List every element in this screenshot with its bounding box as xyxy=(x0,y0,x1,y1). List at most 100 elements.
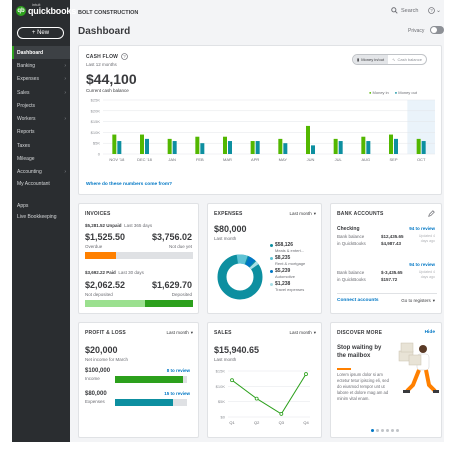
chevron-down-icon: ▾ xyxy=(313,330,316,335)
not-deposited-label: Not deposited xyxy=(85,292,113,297)
checking-bank-label: Bank balance xyxy=(337,234,365,239)
money-in-bar xyxy=(140,134,144,154)
sidebar-item-live-bookkeeping[interactable]: Live Bookkeeping xyxy=(12,212,70,232)
donut-slice-rent xyxy=(217,254,263,300)
new-button[interactable]: + New xyxy=(17,27,64,39)
paid-label: Paid xyxy=(106,270,116,275)
legend-dot xyxy=(270,243,273,247)
money-out-bar xyxy=(228,141,232,154)
expenses-review-link[interactable]: 15 to review xyxy=(164,391,190,396)
legend-dot xyxy=(270,282,273,286)
sidebar-item-reports[interactable]: Reports xyxy=(12,126,70,139)
sidebar-item-dashboard[interactable]: Dashboard xyxy=(12,46,70,60)
expenses-period-dropdown[interactable]: Last month ▾ xyxy=(289,211,316,217)
sales-amount: $15,940.65 xyxy=(214,345,260,355)
svg-text:?: ? xyxy=(430,8,433,13)
sales-period-dropdown[interactable]: Last month ▾ xyxy=(289,330,316,336)
sidebar-item-label: Dashboard xyxy=(17,49,44,56)
sidebar-item-taxes[interactable]: Taxes xyxy=(12,139,70,152)
carousel-dot[interactable] xyxy=(371,429,374,432)
checking-review-link[interactable]: 94 to review xyxy=(409,226,435,231)
deposited-label: Deposited xyxy=(171,292,192,297)
paid-progress-bar[interactable] xyxy=(85,300,193,307)
expense-amount: $1,238 xyxy=(275,281,291,287)
hide-link[interactable]: Hide xyxy=(424,330,435,335)
money-in-bar xyxy=(361,136,366,154)
chevron-right-icon: › xyxy=(64,116,66,123)
sidebar-item-label: Live Bookkeeping xyxy=(17,214,57,221)
sales-point xyxy=(304,372,308,376)
sidebar-item-my-accountant[interactable]: My Accountant xyxy=(12,179,70,199)
sidebar-item-projects[interactable]: Projects xyxy=(12,99,70,112)
money-out-bar xyxy=(145,138,149,154)
cash-flow-title: CASH FLOW xyxy=(86,53,119,60)
money-in-bar xyxy=(167,138,172,154)
discover-more-card: DISCOVER MORE Hide Stop waiting by the m… xyxy=(330,322,442,438)
search-button[interactable]: Search xyxy=(391,7,418,14)
x-tick-label: NOV '18 xyxy=(109,157,125,162)
legend-money-in-label: Money in xyxy=(372,90,389,95)
checking-bank-balance: $12,435.65 xyxy=(381,234,404,239)
cash-balance-label: Current cash balance xyxy=(86,88,129,93)
numbers-source-link[interactable]: Where do these numbers come from? xyxy=(86,182,173,187)
not-deposited-fill xyxy=(85,300,146,307)
money-in-bar xyxy=(306,125,310,154)
not-due-label: Not due yet xyxy=(168,244,192,249)
money-in-bar xyxy=(333,138,338,154)
invoices-card: INVOICES $5,281.52 Unpaid Last 365 days … xyxy=(78,203,199,314)
expense-legend-item[interactable]: $1,238 Travel expenses xyxy=(270,281,322,292)
sidebar-item-mileage[interactable]: Mileage xyxy=(12,152,70,165)
checking-account-name[interactable]: Checking xyxy=(337,226,360,232)
info-icon[interactable]: ? xyxy=(121,53,128,60)
quickbooks-logo[interactable]: qb intuit quickbooks xyxy=(16,2,76,16)
carousel-dot[interactable] xyxy=(391,429,394,432)
money-in-out-tab[interactable]: ▮ Money in/out xyxy=(353,55,389,64)
sales-point xyxy=(254,396,259,401)
sidebar-item-banking[interactable]: Banking › xyxy=(12,59,70,72)
not-deposited-amount: $2,062.52 xyxy=(85,280,126,290)
help-button[interactable]: ? ⌄ xyxy=(428,7,441,14)
money-out-bar xyxy=(421,141,426,154)
pl-period-dropdown[interactable]: Last month ▾ xyxy=(166,330,193,336)
net-income-amount: $20,000 xyxy=(85,345,118,355)
overdue-label: Overdue xyxy=(85,244,103,249)
y-tick-label: $5K xyxy=(218,399,225,404)
cash-balance-tab[interactable]: ∿ Cash balance xyxy=(388,55,426,64)
legend-money-in: ● Money in xyxy=(369,90,389,95)
sidebar-item-sales[interactable]: Sales › xyxy=(12,86,70,99)
carousel-dot[interactable] xyxy=(396,429,399,432)
bank-accounts-title: BANK ACCOUNTS xyxy=(337,211,384,217)
carousel-dot[interactable] xyxy=(376,429,379,432)
connect-accounts-link[interactable]: Connect accounts xyxy=(337,298,379,303)
sidebar-item-workers[interactable]: Workers › xyxy=(12,112,70,125)
unpaid-period: Last 365 days xyxy=(124,223,153,228)
savings-qb-balance: $157.72 xyxy=(381,277,398,282)
expense-legend-item[interactable]: $8,235 Rent & mortgage xyxy=(270,255,322,266)
cash-balance-amount: $44,100 xyxy=(86,71,137,87)
expense-legend-item[interactable]: $5,239 Automotive xyxy=(270,268,322,279)
x-tick-label: SEP xyxy=(389,157,397,162)
registers-dropdown[interactable]: Go to registers ▾ xyxy=(401,298,435,304)
checking-updated: Updated 4 days ago xyxy=(418,234,435,243)
expense-legend-item[interactable]: $58,126 Meals & entert... xyxy=(270,242,322,253)
expenses-donut-chart[interactable] xyxy=(215,252,265,302)
sidebar-item-label: Banking xyxy=(17,62,36,69)
income-bar[interactable] xyxy=(115,376,187,383)
money-out-bar xyxy=(283,143,288,154)
search-icon xyxy=(391,7,398,14)
carousel-dot[interactable] xyxy=(386,429,389,432)
privacy-toggle[interactable] xyxy=(430,26,444,34)
sidebar-item-expenses[interactable]: Expenses › xyxy=(12,73,70,86)
carousel-dot[interactable] xyxy=(381,429,384,432)
savings-bank-label: Bank balance xyxy=(337,270,365,275)
pencil-icon[interactable] xyxy=(428,210,435,217)
not-due-amount: $3,756.02 xyxy=(151,232,192,242)
sidebar-item-apps[interactable]: Apps xyxy=(12,199,70,212)
unpaid-progress-bar[interactable] xyxy=(85,252,193,259)
expenses-bar[interactable] xyxy=(115,399,187,406)
sidebar-item-accounting[interactable]: Accounting › xyxy=(12,166,70,179)
sales-point xyxy=(230,378,234,383)
savings-review-link[interactable]: 94 to review xyxy=(409,262,435,267)
income-review-link[interactable]: 8 to review xyxy=(166,368,190,373)
money-out-bar xyxy=(200,143,205,154)
